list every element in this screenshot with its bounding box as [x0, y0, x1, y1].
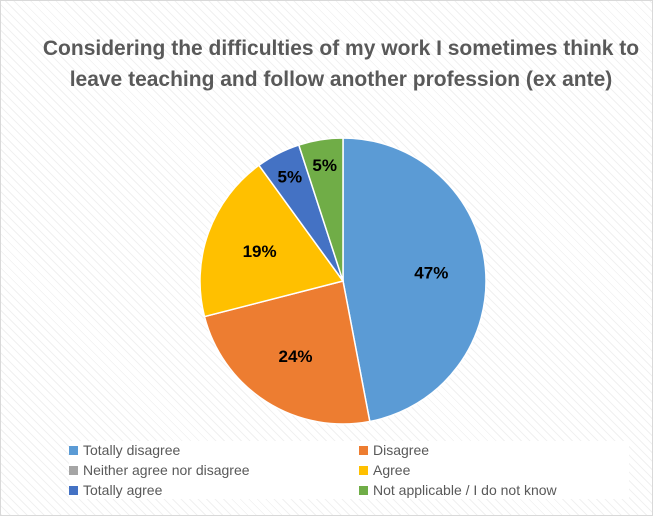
legend-label: Not applicable / I do not know: [373, 482, 557, 498]
pie-slice-disagree: [203, 280, 371, 425]
legend-item: Neither agree nor disagree: [69, 461, 359, 479]
legend-item: Totally agree: [69, 481, 359, 499]
legend-swatch: [359, 485, 368, 495]
legend-label: Neither agree nor disagree: [83, 462, 250, 478]
pie-chart: 47% 24% 19% 5% 5%: [199, 137, 487, 425]
data-label: 24%: [278, 347, 312, 366]
legend-item: Not applicable / I do not know: [359, 481, 629, 499]
legend-item: Totally disagree: [69, 441, 359, 459]
legend-swatch: [359, 465, 368, 475]
legend-swatch: [359, 445, 368, 455]
data-label: 5%: [278, 168, 303, 187]
legend-item: Disagree: [359, 441, 629, 459]
legend-label: Agree: [373, 462, 411, 478]
data-label: 47%: [414, 264, 448, 283]
chart-legend: Totally disagree Disagree Neither agree no…: [69, 441, 629, 499]
pie-slice-not-applicable-i-do-not-know: [297, 137, 344, 282]
legend-label: Totally agree: [83, 482, 163, 498]
chart-title: Considering the difficulties of my work …: [42, 37, 640, 91]
data-label: 5%: [312, 156, 337, 175]
legend-swatch: [69, 445, 78, 455]
legend-swatch: [69, 485, 78, 495]
data-label: 19%: [243, 242, 277, 261]
pie-slice-agree: [199, 164, 345, 318]
legend-item: Agree: [359, 461, 629, 479]
legend-label: Totally disagree: [83, 442, 181, 458]
pie-slice-totally-disagree: [342, 137, 487, 423]
legend-swatch: [69, 465, 78, 475]
legend-label: Disagree: [373, 442, 430, 458]
